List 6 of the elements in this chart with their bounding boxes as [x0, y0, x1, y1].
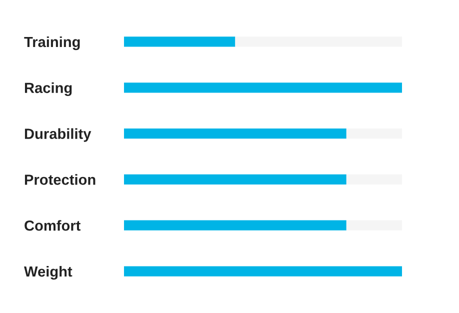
y-tick-label: Racing — [24, 82, 72, 96]
y-tick-label: Protection — [24, 174, 96, 185]
y-tick-label: Weight — [24, 266, 72, 280]
y-tick-label: Comfort — [24, 220, 81, 231]
y-tick-label: Durability — [24, 128, 92, 142]
y-tick-label: Training — [24, 36, 80, 50]
